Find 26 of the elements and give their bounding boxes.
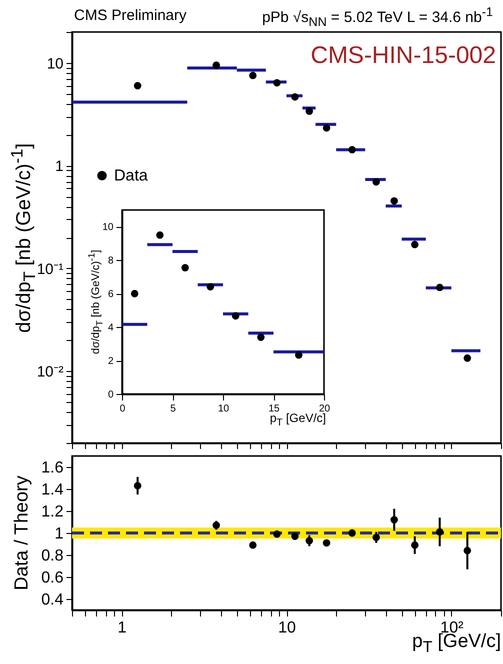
chart-subtitle: pPb √s$_{NN}$ = 5.02 TeV L = 34.6 nb$^{-1}$ bbox=[262, 5, 493, 29]
legend-label: Data bbox=[114, 168, 148, 185]
y-tick-label: 2 bbox=[108, 356, 114, 368]
y-tick-label: 0 bbox=[108, 390, 114, 400]
y-tick-label: 1 bbox=[54, 526, 64, 542]
x-tick-label: 10 bbox=[218, 404, 230, 414]
annotation: CMS-HIN-15-002 bbox=[310, 42, 496, 69]
y-tick-label: 1.4 bbox=[41, 482, 64, 498]
chart-title: CMS Preliminary bbox=[74, 7, 187, 24]
y-axis-title: Data / Theory bbox=[12, 476, 32, 590]
y-tick-label: 10 bbox=[102, 222, 114, 234]
y-tick-label: 10⁻² bbox=[36, 364, 64, 381]
y-tick-label: 0.6 bbox=[41, 570, 64, 586]
y-tick-label: 10⁻¹ bbox=[36, 260, 64, 278]
y-tick-label: 1.6 bbox=[41, 460, 64, 476]
y-tick-label: 6 bbox=[108, 289, 114, 300]
y-tick-label: 1 bbox=[55, 158, 64, 176]
y-tick-label: 0.8 bbox=[41, 548, 64, 564]
x-tick-label: 0 bbox=[120, 404, 126, 414]
y-tick-label: 1.2 bbox=[41, 504, 64, 520]
y-tick-label: 0.4 bbox=[41, 592, 64, 608]
y-tick-label: 8 bbox=[108, 256, 114, 267]
y-tick-label: 4 bbox=[108, 322, 114, 334]
x-tick-label: 5 bbox=[170, 404, 176, 414]
x-tick-label: 10 bbox=[278, 620, 296, 636]
y-tick-label: 10 bbox=[46, 55, 64, 72]
